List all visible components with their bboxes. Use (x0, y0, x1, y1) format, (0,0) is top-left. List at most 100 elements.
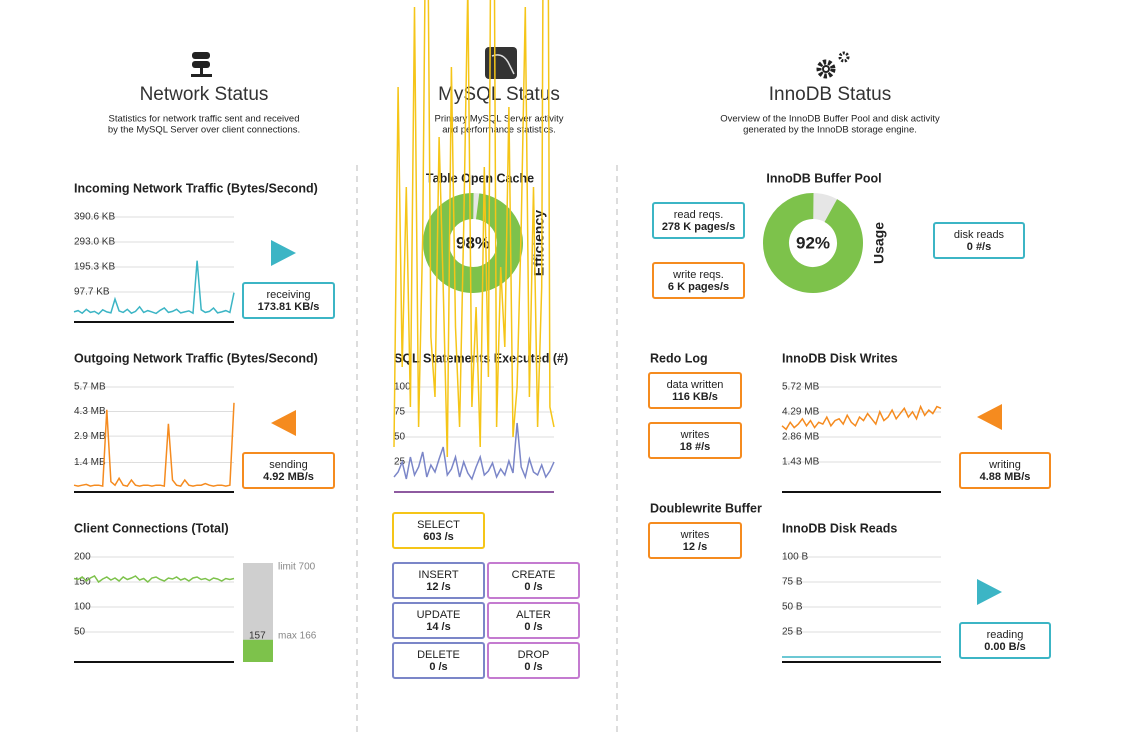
panel-title: Outgoing Network Traffic (Bytes/Second) (74, 351, 318, 365)
stat-label: write reqs. (672, 269, 724, 281)
stat-label: sending (269, 459, 308, 471)
stat-value: 603 /s (423, 531, 454, 543)
series-line (73, 260, 235, 315)
stat-value: 0 #/s (967, 241, 991, 253)
y-tick-label: 293.0 KB (74, 237, 115, 248)
section-title: Network Status (140, 84, 269, 105)
panel-title: Incoming Network Traffic (Bytes/Second) (74, 181, 318, 195)
series-line (73, 575, 235, 584)
section-description: and performance statistics. (442, 125, 556, 136)
stat-value: 116 KB/s (672, 391, 718, 403)
receive-arrow (271, 240, 296, 266)
panel-title: InnoDB Disk Reads (782, 521, 897, 535)
panel-title: Client Connections (Total) (74, 521, 229, 535)
stat-box (487, 642, 580, 679)
stat-value: 0 /s (524, 581, 542, 593)
donut-value (423, 193, 523, 293)
panel-title: Redo Log (650, 351, 708, 365)
current-label: 157 (249, 631, 266, 642)
stat-value: 278 K pages/s (662, 221, 735, 233)
max-label: max 166 (278, 631, 317, 642)
stat-box (959, 622, 1051, 659)
y-tick-label: 195.3 KB (74, 262, 115, 273)
write-arrow (977, 404, 1002, 430)
connections-bar (243, 639, 273, 662)
send-arrow (271, 410, 296, 436)
network-icon (191, 52, 212, 77)
y-tick-label: 5.7 MB (74, 382, 106, 393)
stat-value: 4.92 MB/s (263, 471, 314, 483)
y-tick-label: 25 B (782, 627, 803, 638)
stat-value: 6 K pages/s (668, 281, 729, 293)
section-description: Statistics for network traffic sent and … (109, 114, 300, 125)
series-line (781, 404, 942, 431)
stat-value: 173.81 KB/s (258, 301, 320, 313)
stat-value: 0 /s (429, 661, 447, 673)
panel-title: InnoDB Disk Writes (782, 351, 898, 365)
stat-label: receiving (266, 289, 310, 301)
stat-label: UPDATE (417, 609, 461, 621)
stat-box (487, 602, 580, 639)
section-description: generated by the InnoDB storage engine. (743, 125, 917, 136)
y-tick-label: 200 (74, 552, 91, 563)
stat-value: 14 /s (426, 621, 450, 633)
y-tick-label: 50 B (782, 602, 803, 613)
y-tick-label: 1.4 MB (74, 457, 106, 468)
series-line (393, 422, 555, 481)
stat-label: read reqs. (674, 209, 724, 221)
stat-box (652, 202, 745, 239)
limit-label: limit 700 (278, 562, 316, 573)
y-tick-label: 75 B (782, 577, 803, 588)
y-tick-label: 1.43 MB (782, 457, 820, 468)
stat-label: INSERT (418, 569, 458, 581)
stat-value: 0.00 B/s (984, 641, 1026, 653)
stat-box (648, 422, 742, 459)
y-tick-label: 150 (74, 577, 91, 588)
y-tick-label: 100 (394, 382, 411, 393)
series-line (73, 402, 235, 488)
y-tick-label: 100 (74, 602, 91, 613)
donut-value (763, 193, 863, 293)
stat-box (242, 282, 335, 319)
y-tick-label: 4.3 MB (74, 406, 106, 417)
stat-label: DROP (518, 649, 550, 661)
y-tick-label: 390.6 KB (74, 212, 115, 223)
stat-box (648, 522, 742, 559)
section-description: Primary MySQL Server activity (435, 114, 564, 125)
stat-label: writes (680, 429, 710, 441)
donut-label: 92% (796, 233, 830, 252)
stat-label: data written (667, 379, 724, 391)
stat-value: 12 /s (683, 541, 707, 553)
panel-title: Table Open Cache (426, 171, 534, 185)
series-line (393, 0, 555, 458)
stat-label: writing (988, 459, 1021, 471)
stat-box (648, 372, 742, 409)
y-tick-label: 2.9 MB (74, 431, 106, 442)
stat-box (487, 562, 580, 599)
y-tick-label: 4.29 MB (782, 407, 820, 418)
y-tick-label: 5.72 MB (782, 382, 820, 393)
stat-box (242, 452, 335, 489)
stat-label: disk reads (954, 229, 1005, 241)
stat-label: writes (680, 529, 710, 541)
y-tick-label: 50 (394, 432, 406, 443)
section-title: MySQL Status (438, 84, 560, 105)
section-description: Overview of the InnoDB Buffer Pool and d… (720, 114, 940, 125)
stat-label: reading (987, 629, 1024, 641)
donut-label: 98% (456, 233, 490, 252)
stat-value: 0 /s (524, 661, 542, 673)
y-tick-label: 25 (394, 457, 406, 468)
section-title: InnoDB Status (769, 84, 892, 105)
y-tick-label: 50 (74, 627, 86, 638)
stat-label: SELECT (417, 519, 460, 531)
panel-title: Doublewrite Buffer (650, 501, 762, 515)
read-arrow (977, 579, 1002, 605)
axis-label: Usage (871, 222, 887, 264)
y-tick-label: 75 (394, 407, 406, 418)
stat-value: 0 /s (524, 621, 542, 633)
stat-box (392, 642, 485, 679)
section-description: by the MySQL Server over client connecti… (108, 125, 300, 136)
stat-value: 4.88 MB/s (980, 471, 1031, 483)
y-tick-label: 100 B (782, 552, 808, 563)
